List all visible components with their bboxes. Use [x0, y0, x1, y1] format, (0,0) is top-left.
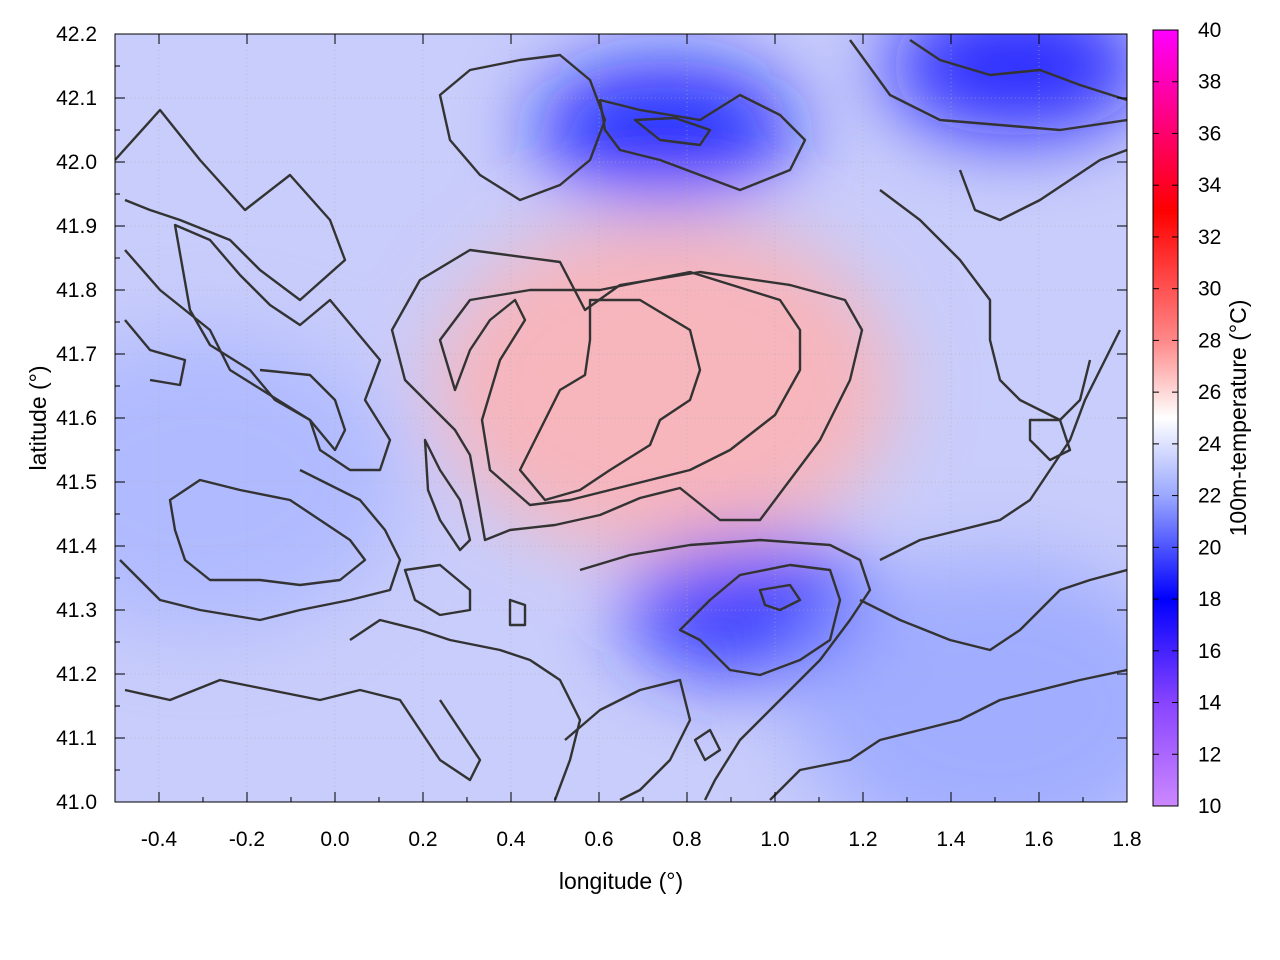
contour-east-upper	[879, 189, 1092, 422]
colorbar-tick-label: 32	[1198, 226, 1221, 249]
field-region-cold-northeast	[887, 34, 1127, 136]
y-tick-label: 42.1	[56, 87, 97, 110]
colorbar-tick-label: 18	[1198, 588, 1221, 611]
x-tick-label: -0.4	[141, 828, 178, 851]
field-region-warm-core	[435, 216, 895, 556]
contour-north-band	[115, 108, 347, 302]
y-axis: 41.0 41.1 41.2 41.3 41.4 41.5 41.6 41.7 41.8 41.9…	[56, 23, 1127, 814]
contour-east-lower	[859, 568, 1127, 652]
x-tick-label: 1.4	[936, 828, 966, 851]
colorbar-tick-label: 40	[1198, 19, 1221, 42]
x-tick-label: 1.6	[1024, 828, 1053, 851]
y-axis-label: latitude (°)	[25, 365, 51, 470]
y-tick-label: 41.0	[56, 791, 97, 814]
colorbar-tick-label: 38	[1198, 71, 1221, 94]
field-region-cool-west	[115, 332, 403, 632]
contour-southeast-cold-inner	[758, 583, 802, 612]
y-tick-label: 41.8	[56, 279, 97, 302]
contour-lines	[115, 39, 1127, 802]
contour-east-north	[958, 148, 1127, 222]
contour-north-upper	[438, 53, 607, 202]
y-tick-label: 41.3	[56, 599, 97, 622]
contour-south-warm	[564, 678, 692, 802]
x-tick-label: 1.8	[1112, 828, 1141, 851]
contour-small-loop-1	[508, 598, 527, 627]
contour-north-cold	[598, 93, 807, 192]
colorbar-tick-label: 36	[1198, 122, 1221, 145]
y-tick-label: 42.2	[56, 23, 97, 46]
y-tick-label: 41.1	[56, 727, 97, 750]
contour-north-cold-inner	[633, 116, 712, 147]
contour-southeast-edge	[769, 668, 1127, 801]
x-tick-label: 0.4	[496, 828, 526, 851]
x-tick-label: 1.0	[760, 828, 789, 851]
colorbar-ticks: 10 12 14 16 18 20 22 24 26 28 30 32 34 36 38 40	[1153, 19, 1222, 818]
contour-small-loop-2	[403, 563, 472, 617]
colorbar-label: 100m-temperature (°C)	[1225, 300, 1251, 537]
contour-east-inner	[1028, 418, 1072, 462]
colorbar-tick-label: 16	[1198, 640, 1221, 663]
contour-warm-inner	[438, 270, 802, 507]
x-tick-label: 0.0	[320, 828, 349, 851]
x-axis: -0.4 -0.2 0.0 0.2 0.4 0.6 0.8 1.0 1.2 1.4 1.6 1.8	[141, 34, 1142, 851]
colorbar-tick-label: 10	[1198, 795, 1221, 818]
colorbar-tick-label: 30	[1198, 278, 1221, 301]
colorbar-tick-label: 24	[1198, 433, 1222, 456]
contour-south-center	[349, 618, 582, 801]
contour-south-cold	[693, 728, 722, 762]
colorbar	[1152, 29, 1179, 807]
x-tick-label: -0.2	[229, 828, 265, 851]
y-tick-label: 42.0	[56, 151, 97, 174]
colorbar-tick-label: 22	[1198, 485, 1221, 508]
x-tick-label: 1.2	[848, 828, 877, 851]
y-tick-label: 41.9	[56, 215, 97, 238]
colorbar-tick-label: 34	[1198, 174, 1222, 197]
contour-southeast-cold	[678, 563, 842, 677]
y-tick-label: 41.2	[56, 663, 97, 686]
x-axis-label: longitude (°)	[559, 868, 683, 894]
x-tick-label: 0.2	[408, 828, 437, 851]
contour-east-band	[879, 329, 1122, 562]
contour-northeast	[909, 39, 1127, 102]
y-tick-label: 41.7	[56, 343, 97, 366]
contour-south-west	[124, 678, 482, 782]
contour-warm-core	[390, 248, 864, 542]
y-tick-label: 41.6	[56, 407, 97, 430]
contour-southeast-outer	[579, 538, 872, 801]
colorbar-tick-label: 20	[1198, 536, 1221, 559]
y-tick-label: 41.5	[56, 471, 97, 494]
contour-west-lower	[124, 249, 347, 452]
contour-west-upper	[173, 223, 392, 472]
colorbar-tick-label: 12	[1198, 743, 1221, 766]
contour-west-cold	[168, 478, 367, 587]
field-region-cold-north	[535, 60, 795, 200]
contour-west-mid	[119, 468, 402, 622]
contour-warm-center	[518, 298, 702, 502]
x-tick-label: 0.6	[584, 828, 613, 851]
colorbar-tick-label: 26	[1198, 381, 1221, 404]
contour-northeast-2	[849, 39, 1127, 132]
field-region-cool-southeast	[795, 556, 1127, 802]
heatmap-field	[115, 34, 1127, 802]
x-tick-label: 0.8	[672, 828, 701, 851]
contour-west-band	[124, 319, 187, 387]
y-tick-label: 41.4	[56, 535, 97, 558]
colorbar-tick-label: 14	[1198, 692, 1222, 715]
contour-center-river	[423, 438, 472, 552]
colorbar-tick-label: 28	[1198, 329, 1221, 352]
